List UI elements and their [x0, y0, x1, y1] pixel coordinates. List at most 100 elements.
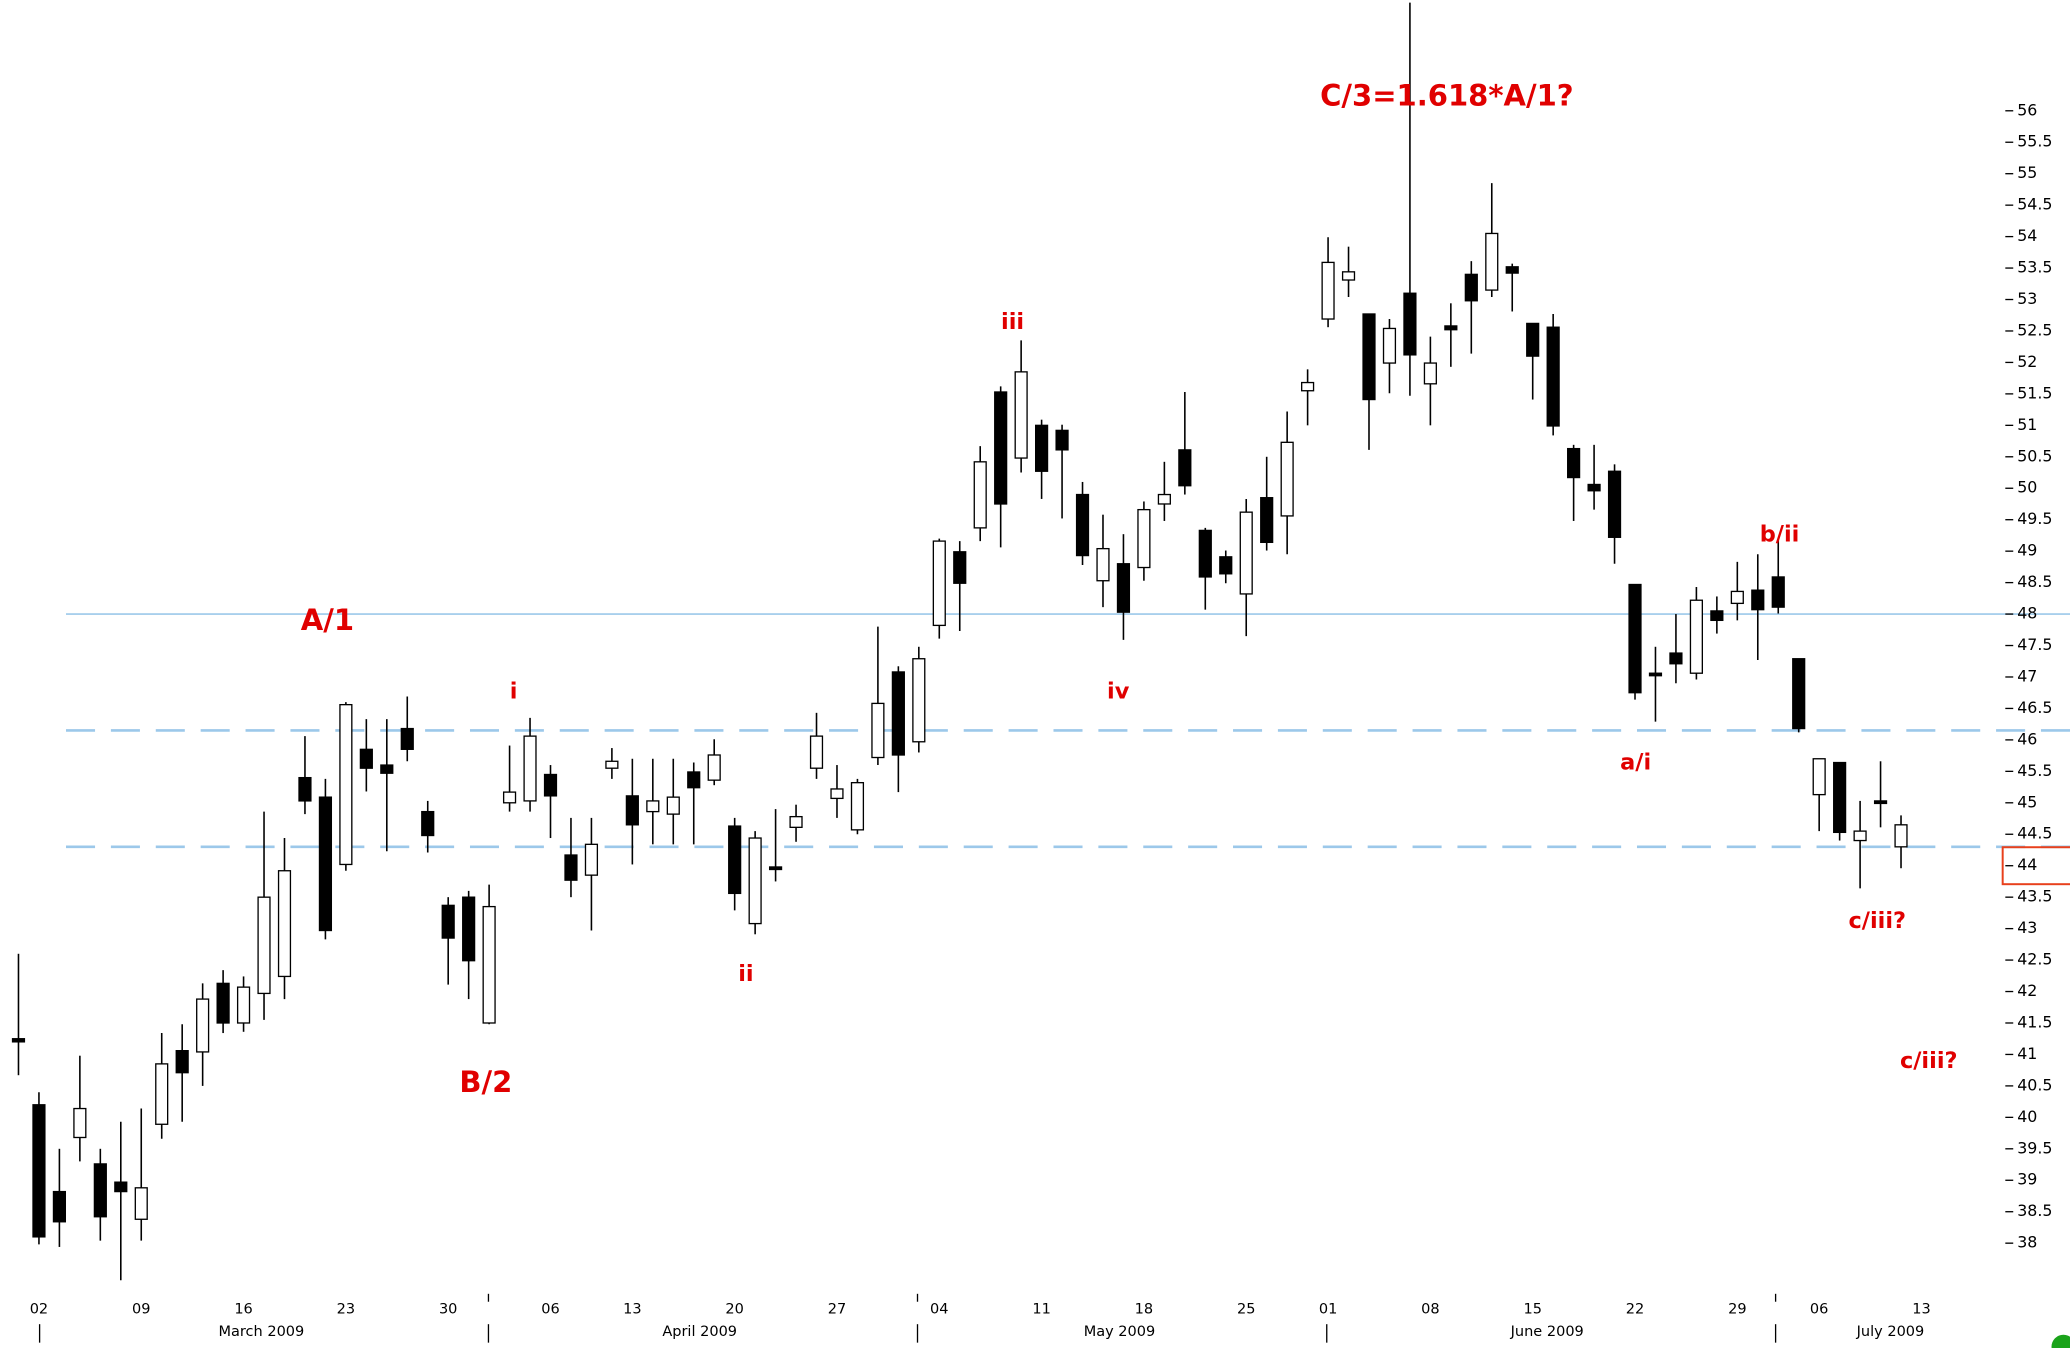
- annotation: A/1: [301, 603, 354, 637]
- y-tick-label: 49: [2017, 541, 2037, 560]
- candle-body: [1607, 470, 1622, 538]
- y-tick-label: 53: [2017, 289, 2037, 308]
- candle-body: [52, 1190, 67, 1223]
- candle-body: [155, 1063, 169, 1125]
- candle-body: [1075, 493, 1090, 557]
- candle-body: [707, 754, 721, 781]
- candle-body: [809, 735, 824, 769]
- y-tick-label: 52.5: [2017, 320, 2052, 339]
- x-tick-label: 06: [1810, 1302, 1828, 1318]
- candle-body: [625, 795, 639, 826]
- y-tick-label: 38: [2017, 1233, 2037, 1252]
- candle-body: [298, 776, 312, 802]
- y-tick-label: 46: [2017, 729, 2037, 748]
- y-tick-label: 40.5: [2017, 1075, 2052, 1094]
- y-tick-label: 47.5: [2017, 635, 2052, 654]
- y-tick-label: 45.5: [2017, 761, 2052, 780]
- x-tick-label: 09: [132, 1302, 150, 1318]
- candle-body: [687, 771, 701, 789]
- candle-body: [871, 702, 885, 759]
- candle-body: [994, 391, 1008, 505]
- candle-body: [1137, 508, 1151, 569]
- candle-body: [1280, 441, 1294, 517]
- month-label: March 2009: [218, 1324, 304, 1340]
- annotation: c/iii?: [1900, 1048, 1958, 1074]
- candle-body: [1853, 830, 1867, 842]
- annotation: C/3=1.618*A/1?: [1320, 79, 1574, 113]
- x-tick-label: 29: [1728, 1302, 1746, 1318]
- candle-body: [543, 773, 558, 797]
- y-tick-label: 44.5: [2017, 824, 2052, 843]
- candle-body: [1628, 583, 1642, 694]
- candle-body: [564, 854, 578, 881]
- candle-body: [175, 1050, 189, 1074]
- candle-body: [932, 540, 946, 627]
- candle-body: [728, 825, 742, 895]
- y-tick-label: 44: [2017, 855, 2037, 874]
- candle-body: [1833, 761, 1847, 834]
- y-tick-label: 55: [2017, 163, 2037, 182]
- candle-body: [850, 782, 865, 831]
- candle-body: [73, 1107, 87, 1139]
- x-tick-label: 20: [725, 1302, 743, 1318]
- plot: [11, 2, 2070, 1281]
- candle-body: [1751, 589, 1765, 611]
- candle-body: [748, 837, 762, 925]
- candle-body: [32, 1104, 46, 1238]
- candle-body: [400, 727, 414, 750]
- x-tick-label: 02: [30, 1302, 48, 1318]
- annotation: B/2: [459, 1065, 512, 1099]
- annotation: ii: [738, 961, 753, 987]
- y-tick-label: 41: [2017, 1044, 2037, 1063]
- price-marker: [2001, 846, 2070, 886]
- candle-body: [1423, 362, 1437, 385]
- y-tick-label: 42: [2017, 981, 2037, 1000]
- candle-body: [1198, 529, 1212, 578]
- candle-body: [1096, 547, 1110, 582]
- candle-body: [1341, 271, 1356, 281]
- candle-body: [646, 800, 660, 813]
- x-tick-label: 01: [1319, 1302, 1337, 1318]
- annotation: i: [510, 678, 518, 704]
- y-tick-label: 41.5: [2017, 1012, 2052, 1031]
- candle-body: [236, 986, 251, 1024]
- candle-body: [1485, 232, 1499, 291]
- candle-body: [1689, 599, 1703, 674]
- candle-body: [891, 671, 905, 756]
- candle-body: [134, 1187, 148, 1220]
- x-tick-label: 15: [1523, 1302, 1541, 1318]
- x-tick-label: 08: [1421, 1302, 1439, 1318]
- y-tick-label: 48.5: [2017, 572, 2052, 591]
- x-tick-label: 11: [1032, 1302, 1050, 1318]
- annotation: b/ii: [1760, 521, 1800, 547]
- candle-body: [277, 870, 292, 978]
- candle-body: [1219, 556, 1233, 575]
- x-tick-label: 06: [541, 1302, 559, 1318]
- x-tick-label: 16: [234, 1302, 252, 1318]
- candle-body: [216, 982, 230, 1024]
- candle-body: [1055, 429, 1069, 451]
- x-tick-label: 30: [439, 1302, 457, 1318]
- candle-body: [1035, 424, 1049, 472]
- y-tick-label: 53.5: [2017, 258, 2052, 277]
- x-tick-label: 13: [623, 1302, 641, 1318]
- y-tick-label: 50.5: [2017, 446, 2052, 465]
- candle-body: [768, 866, 783, 871]
- x-tick-label: 27: [828, 1302, 846, 1318]
- candle-body: [953, 551, 967, 584]
- candle-body: [1587, 483, 1601, 492]
- candle-body: [1894, 824, 1908, 848]
- y-tick-label: 54: [2017, 226, 2037, 245]
- candle-body: [1812, 758, 1826, 796]
- annotation: c/iii?: [1848, 908, 1906, 934]
- month-label: May 2009: [1084, 1324, 1156, 1340]
- candle-body: [1362, 313, 1376, 401]
- y-tick-label: 39.5: [2017, 1138, 2052, 1157]
- annotation: iii: [1001, 309, 1024, 335]
- candle-body: [912, 658, 926, 743]
- y-tick-label: 49.5: [2017, 509, 2052, 528]
- candle-body: [441, 904, 455, 939]
- y-tick-label: 46.5: [2017, 698, 2052, 717]
- candle-body: [1321, 261, 1335, 320]
